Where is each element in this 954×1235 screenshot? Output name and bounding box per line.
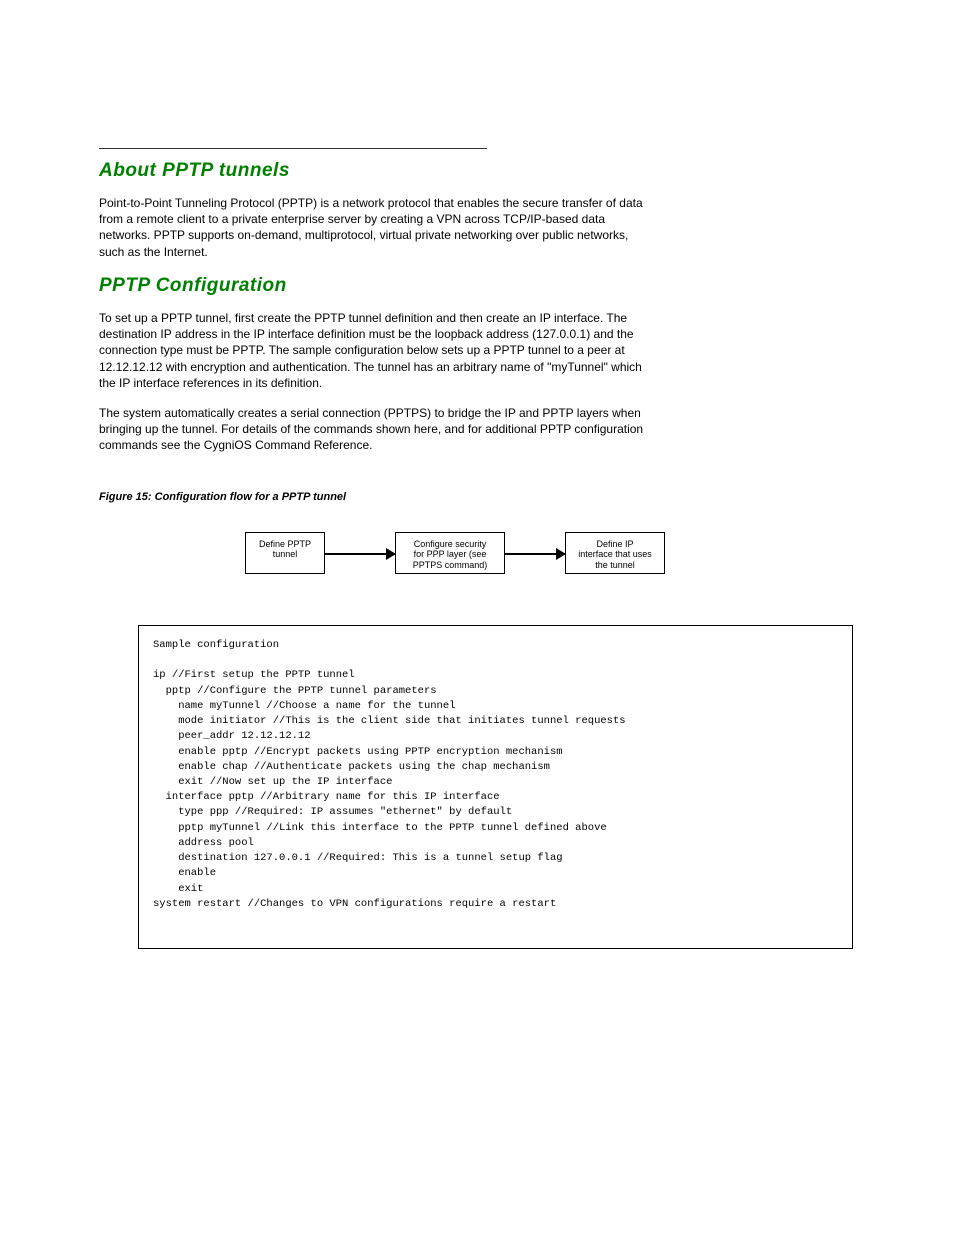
header-rule	[99, 148, 487, 149]
about-paragraph: Point-to-Point Tunneling Protocol (PPTP)…	[99, 195, 859, 260]
flow-arrow-2	[505, 553, 565, 555]
figure-caption: Figure 15: Configuration flow for a PPTP…	[99, 490, 859, 505]
pptp-flowchart: Define PPTP tunnel Configure security fo…	[245, 532, 715, 582]
heading-pptp-config: PPTP Configuration	[99, 275, 287, 297]
flow-node-define-ip: Define IP interface that uses the tunnel	[565, 532, 665, 574]
flow-node-define-pptp: Define PPTP tunnel	[245, 532, 325, 574]
config-paragraph-1: To set up a PPTP tunnel, first create th…	[99, 310, 859, 391]
heading-about-pptp: About PPTP tunnels	[99, 160, 290, 182]
flow-arrow-1	[325, 553, 395, 555]
flow-node-configure-security: Configure security for PPP layer (see PP…	[395, 532, 505, 574]
config-paragraph-2: The system automatically creates a seria…	[99, 405, 859, 454]
sample-config-code: Sample configuration ip //First setup th…	[138, 625, 853, 949]
